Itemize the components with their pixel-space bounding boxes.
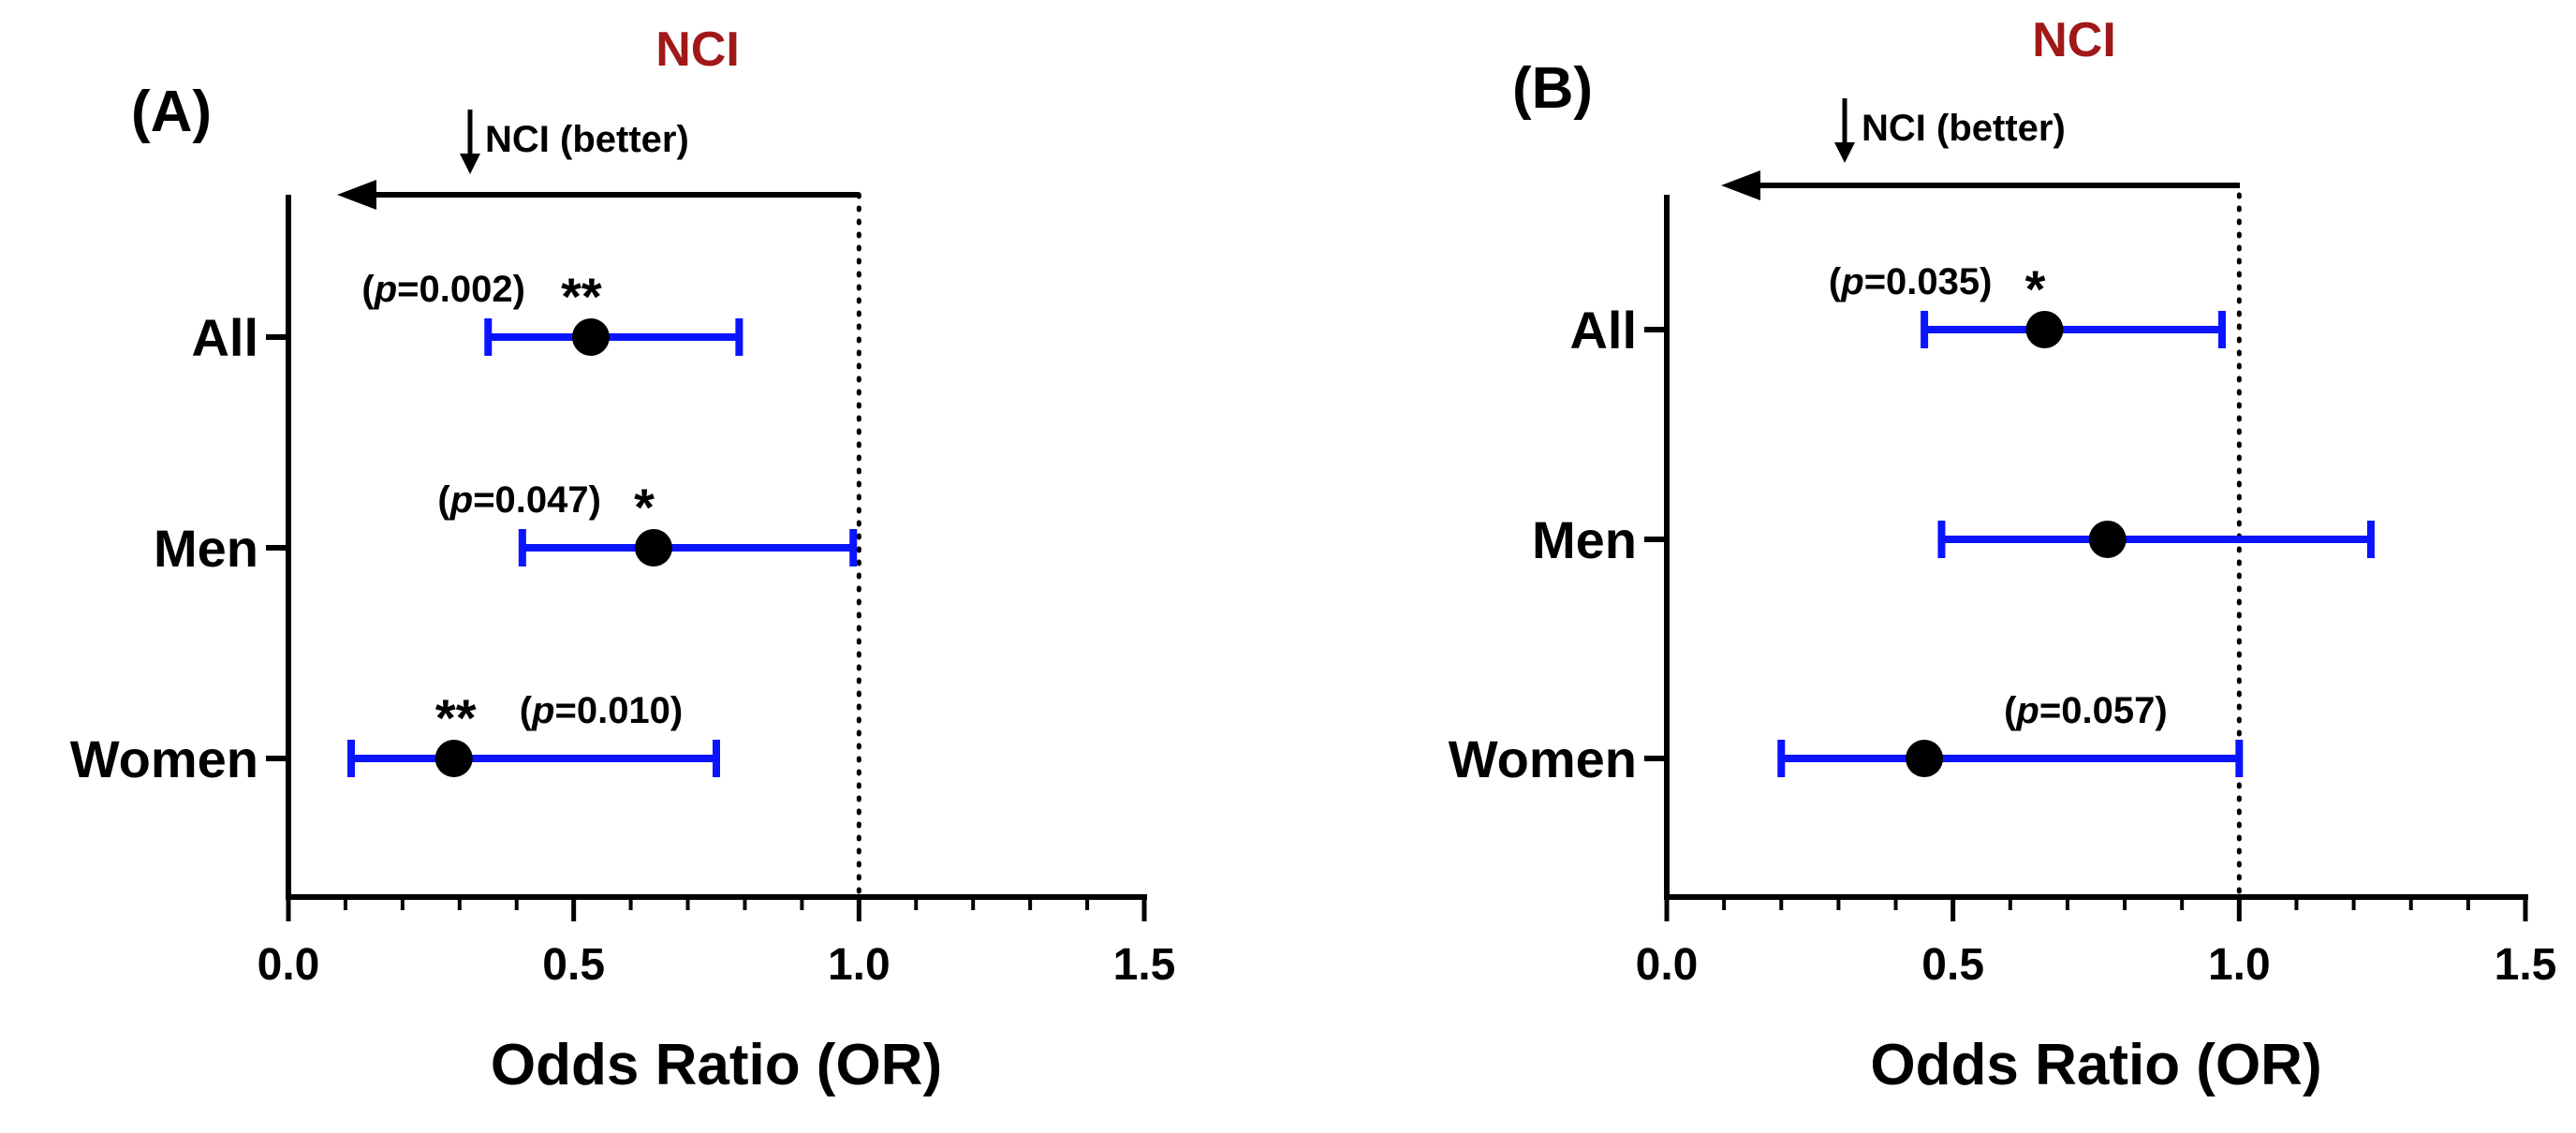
p-value-label: (p=0.057) (2004, 690, 2168, 731)
x-tick-label: 0.0 (1636, 940, 1699, 990)
or-point (634, 529, 672, 566)
significance-stars: ** (435, 688, 477, 747)
left-arrow-icon (1721, 170, 1760, 200)
left-arrow-icon (337, 180, 376, 210)
significance-stars: * (2025, 259, 2046, 318)
panel-b: (B) NCI NCI (better) 0.0 0.5 1.0 1.5 Odds Ratio… (1449, 13, 2557, 1097)
p-value-label: (p=0.035) (1829, 261, 1993, 302)
chart-title: NCI (2032, 13, 2116, 67)
x-tick-label: 0.5 (542, 940, 605, 990)
or-point (571, 318, 610, 356)
direction-label: NCI (better) (485, 119, 689, 160)
x-axis-title: Odds Ratio (OR) (1870, 1033, 2321, 1097)
or-point (2088, 521, 2127, 558)
significance-stars: ** (561, 267, 602, 326)
category-label: All (191, 308, 258, 367)
x-tick-label: 1.0 (2208, 940, 2271, 990)
x-tick-label: 1.0 (828, 940, 891, 990)
significance-stars: * (634, 478, 655, 537)
or-point (1906, 740, 1944, 777)
panel-a: (A) NCI NCI (better) 0.0 0.5 1.0 1.5 Odds Ratio… (70, 22, 1176, 1097)
category-label: Men (154, 519, 258, 578)
x-tick-label: 0.0 (258, 940, 320, 990)
panel-label: (A) (131, 80, 212, 144)
p-value-label: (p=0.047) (437, 479, 601, 521)
p-value-label: (p=0.010) (520, 690, 684, 731)
category-label: All (1569, 301, 1637, 360)
panel-label: (B) (1512, 56, 1593, 121)
x-tick-label: 1.5 (1113, 940, 1176, 990)
x-tick-label: 1.5 (2495, 940, 2557, 990)
chart-title: NCI (655, 22, 740, 77)
category-label: Women (70, 729, 258, 788)
category-label: Men (1532, 510, 1637, 569)
or-point (434, 740, 473, 777)
x-axis-title: Odds Ratio (OR) (491, 1033, 942, 1097)
down-arrow-head-icon (1834, 142, 1855, 163)
down-arrow-head-icon (460, 154, 480, 174)
direction-label: NCI (better) (1862, 108, 2066, 149)
or-point (2025, 311, 2064, 348)
p-value-label: (p=0.002) (361, 269, 525, 310)
category-label: Women (1449, 729, 1637, 788)
x-tick-label: 0.5 (1921, 940, 1984, 990)
